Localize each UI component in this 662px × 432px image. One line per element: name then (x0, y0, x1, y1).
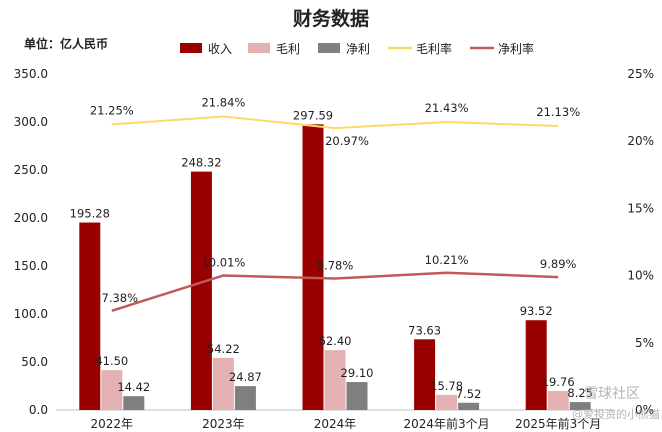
right-axis-tick-label: 20% (627, 134, 654, 148)
category-label: 2022年 (91, 417, 134, 431)
category-label: 2023年 (202, 417, 245, 431)
left-axis-tick-label: 50.0 (21, 355, 48, 369)
left-axis-tick-label: 250.0 (14, 163, 48, 177)
bar-2 (346, 382, 368, 410)
legend-swatch (248, 43, 270, 53)
bar-1 (547, 391, 569, 410)
watermark-line1: 雪球社区 (584, 386, 640, 402)
bar-0 (414, 339, 436, 410)
right-axis: 0% 5% 10% 15% 20% 25% (627, 67, 654, 417)
bar-2 (458, 402, 480, 410)
bar-data-label: 248.32 (181, 156, 221, 170)
bar-1 (212, 357, 234, 410)
line-data-label: 21.13% (536, 105, 580, 119)
bar-data-label: 24.87 (229, 370, 262, 384)
left-axis: 0.0 50.0 100.0 150.0 200.0 250.0 300.0 350.0 (14, 67, 48, 417)
bar-data-label: 93.52 (520, 304, 553, 318)
left-axis-tick-label: 100.0 (14, 307, 48, 321)
legend-label: 净利率 (498, 41, 534, 56)
legend-label: 毛利 (276, 42, 300, 56)
line-data-label: 21.25% (90, 103, 134, 117)
category-labels: 2022年 2023年 2024年 2024年前3个月 2025年前3个月 (91, 416, 602, 431)
bar-1 (436, 394, 458, 410)
line-data-label: 21.43% (425, 101, 469, 115)
bar-data-label: 8.25 (567, 386, 593, 400)
right-axis-tick-label: 15% (627, 201, 654, 215)
bars: 195.28 248.32 297.59 73.63 93.52 41.50 54.22 62… (70, 108, 593, 410)
bar-data-label: 15.78 (430, 379, 463, 393)
legend-swatch (318, 43, 340, 53)
bar-data-label: 14.42 (117, 380, 150, 394)
unit-label: 单位：亿人民币 (24, 36, 108, 51)
line-data-label: 7.38% (102, 291, 139, 305)
bar-data-label: 73.63 (408, 323, 441, 337)
bar-0 (79, 222, 101, 410)
right-axis-tick-label: 10% (627, 269, 654, 283)
line-data-label: 20.97% (325, 134, 369, 148)
bar-2 (234, 386, 256, 410)
bar-1 (324, 350, 346, 410)
bar-data-label: 54.22 (207, 342, 240, 356)
bar-data-label: 29.10 (341, 366, 374, 380)
left-axis-tick-label: 150.0 (14, 259, 48, 273)
line-data-label: 21.84% (201, 95, 245, 109)
bar-2 (569, 402, 591, 410)
right-axis-tick-label: 5% (635, 336, 654, 350)
right-axis-tick-label: 0% (635, 403, 654, 417)
watermark-line2: @爱投资的小熊猫 (572, 407, 660, 421)
bar-data-label: 195.28 (70, 207, 110, 221)
bar-data-label: 19.76 (542, 375, 575, 389)
lines: 21.25% 21.84% 20.97% 21.43% 21.13% 7.38% 10.01… (90, 95, 580, 313)
bar-0 (302, 124, 324, 410)
left-axis-tick-label: 350.0 (14, 67, 48, 81)
right-axis-tick-label: 25% (627, 67, 654, 81)
bar-1 (101, 370, 123, 410)
legend: 收入 毛利 净利 毛利率 净利率 (180, 41, 534, 56)
line-1 (111, 271, 559, 313)
legend-label: 毛利率 (416, 41, 452, 56)
category-label: 2024年 (314, 417, 357, 431)
left-axis-tick-label: 200.0 (14, 211, 48, 225)
chart-title: 财务数据 (293, 7, 369, 30)
bar-data-label: 62.40 (319, 334, 352, 348)
bar-data-label: 297.59 (293, 108, 333, 122)
line-data-label: 9.89% (540, 257, 577, 271)
line-data-label: 10.01% (201, 255, 245, 269)
bar-0 (190, 171, 212, 410)
line-0 (111, 115, 559, 130)
bar-2 (123, 396, 145, 410)
category-label: 2025年前3个月 (515, 416, 601, 431)
legend-swatch (180, 43, 202, 53)
left-axis-tick-label: 0.0 (29, 403, 48, 417)
legend-label: 收入 (208, 42, 232, 56)
line-data-label: 10.21% (425, 253, 469, 267)
bar-data-label: 7.52 (456, 387, 482, 401)
watermark: 雪球社区 @爱投资的小熊猫 (572, 386, 660, 421)
bar-0 (525, 320, 547, 410)
left-axis-tick-label: 300.0 (14, 115, 48, 129)
bar-data-label: 41.50 (95, 354, 128, 368)
line-data-label: 9.78% (317, 259, 354, 273)
legend-label: 净利 (346, 42, 370, 56)
category-label: 2024年前3个月 (404, 416, 490, 431)
